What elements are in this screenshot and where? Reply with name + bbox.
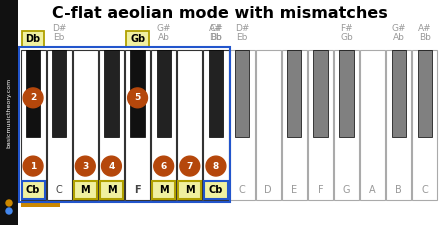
Text: Ab: Ab [393, 33, 405, 42]
FancyBboxPatch shape [74, 181, 97, 199]
Text: Cb: Cb [26, 185, 40, 195]
Bar [386, 50, 411, 200]
Text: Gb: Gb [340, 33, 353, 42]
Circle shape [128, 88, 147, 108]
FancyBboxPatch shape [204, 181, 227, 199]
Text: Gb: Gb [130, 34, 145, 44]
FancyBboxPatch shape [22, 181, 44, 199]
Bar [313, 50, 328, 137]
Bar [52, 50, 66, 137]
Text: 2: 2 [30, 93, 36, 102]
Bar [308, 50, 333, 200]
Text: Db: Db [26, 34, 40, 44]
Circle shape [6, 200, 12, 206]
Text: C-flat aeolian mode with mismatches: C-flat aeolian mode with mismatches [52, 5, 388, 20]
FancyBboxPatch shape [22, 31, 44, 47]
Text: G#: G# [157, 24, 171, 33]
Bar [19, 47, 230, 202]
Bar [256, 50, 281, 200]
Circle shape [180, 156, 200, 176]
Bar [209, 50, 223, 137]
Bar [282, 50, 307, 200]
Text: C: C [238, 185, 246, 195]
Text: M: M [159, 185, 169, 195]
Text: D#: D# [52, 24, 66, 33]
Bar [339, 50, 354, 137]
Text: B: B [396, 185, 402, 195]
Bar [334, 50, 359, 200]
Text: M: M [106, 185, 116, 195]
FancyBboxPatch shape [100, 181, 123, 199]
Text: 8: 8 [213, 162, 219, 171]
Text: F: F [134, 185, 141, 195]
Text: M: M [81, 185, 90, 195]
Text: D#: D# [235, 24, 249, 33]
Circle shape [206, 156, 226, 176]
Text: Bb: Bb [210, 33, 222, 42]
Text: 6: 6 [161, 162, 167, 171]
Text: Eb: Eb [236, 33, 248, 42]
Text: C: C [422, 185, 428, 195]
Bar [203, 50, 228, 200]
Text: G: G [343, 185, 350, 195]
Text: Cb: Cb [209, 185, 223, 195]
Circle shape [102, 156, 121, 176]
Bar [130, 50, 145, 137]
Bar [412, 50, 437, 200]
Text: G#: G# [392, 24, 406, 33]
FancyBboxPatch shape [178, 181, 202, 199]
Text: Db: Db [209, 33, 222, 42]
FancyBboxPatch shape [152, 181, 175, 199]
Bar [125, 50, 150, 200]
Bar [20, 50, 438, 200]
Bar [21, 50, 46, 200]
Text: E: E [291, 185, 297, 195]
Circle shape [154, 156, 174, 176]
Text: Bb: Bb [419, 33, 431, 42]
Bar [99, 50, 124, 200]
Bar [0, 0, 18, 225]
Text: A#: A# [418, 24, 432, 33]
Text: C: C [56, 185, 62, 195]
Bar [418, 50, 432, 137]
Text: 4: 4 [108, 162, 115, 171]
Bar [235, 50, 249, 137]
Bar [21, 202, 60, 207]
Text: F#: F# [340, 24, 353, 33]
Bar [151, 50, 176, 200]
Bar [287, 50, 301, 137]
Text: Ab: Ab [158, 33, 170, 42]
Text: A: A [369, 185, 376, 195]
Text: Eb: Eb [54, 33, 65, 42]
Text: F: F [318, 185, 323, 195]
Bar [230, 50, 255, 200]
Circle shape [23, 156, 43, 176]
Text: 5: 5 [135, 93, 141, 102]
Circle shape [75, 156, 95, 176]
Text: 7: 7 [187, 162, 193, 171]
Text: A#: A# [209, 24, 223, 33]
Text: basicmusictheory.com: basicmusictheory.com [7, 78, 11, 148]
Text: D: D [264, 185, 272, 195]
Bar [360, 50, 385, 200]
Bar [157, 50, 171, 137]
Bar [47, 50, 72, 200]
Bar [177, 50, 202, 200]
Circle shape [6, 208, 12, 214]
Bar [73, 50, 98, 200]
Text: C#: C# [209, 24, 223, 33]
Circle shape [23, 88, 43, 108]
Bar [26, 50, 40, 137]
FancyBboxPatch shape [126, 31, 149, 47]
Bar [392, 50, 406, 137]
Text: 1: 1 [30, 162, 36, 171]
Text: 3: 3 [82, 162, 88, 171]
Text: M: M [185, 185, 194, 195]
Bar [104, 50, 119, 137]
